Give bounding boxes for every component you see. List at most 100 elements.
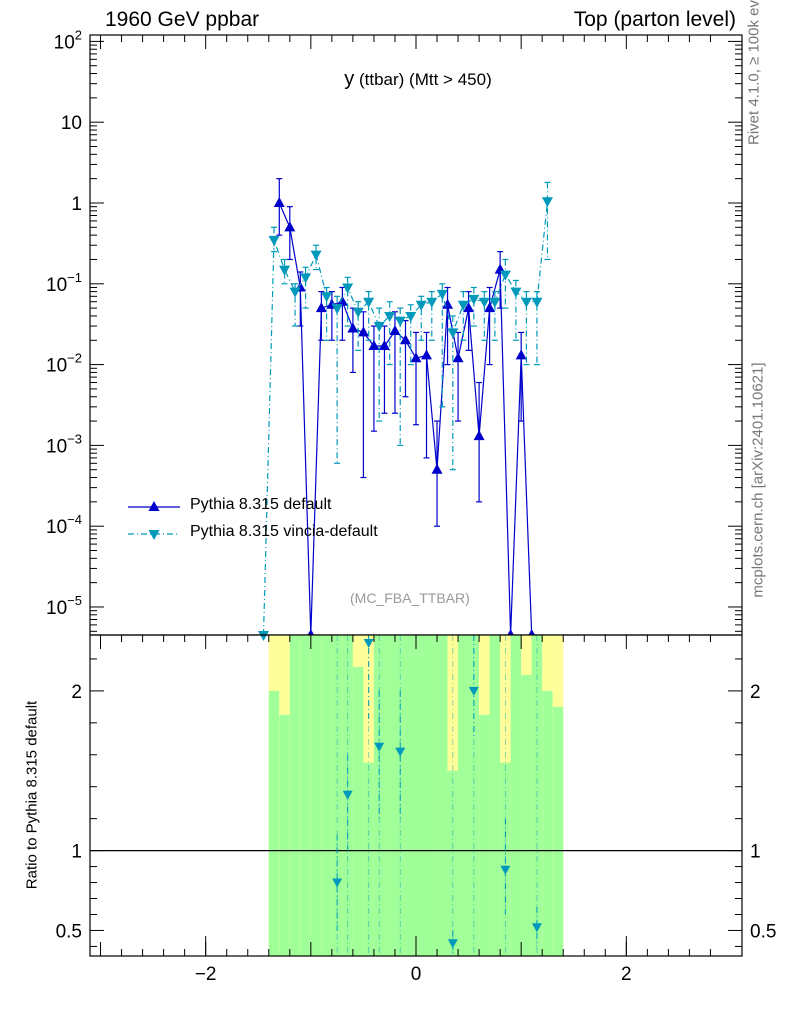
ratio-marker	[363, 638, 374, 648]
mcplots-label: mcplots.cern.ch [arXiv:2401.10621]	[749, 362, 767, 598]
rivet-label: Rivet 4.1.0, ≥ 100k events	[745, 0, 763, 145]
data-point	[510, 287, 522, 298]
data-point	[489, 297, 501, 308]
data-point	[442, 298, 454, 309]
y-tick-exponent: −2	[67, 351, 82, 366]
header-right: Top (parton level)	[573, 8, 736, 31]
y-tick-exponent: −4	[67, 512, 82, 527]
data-point	[426, 297, 438, 308]
main-panel: 10−5 10−4 10−3 10−2 10−1 1 10 102	[46, 27, 743, 641]
ratio-y-tick-label-right: 2	[750, 682, 761, 703]
plot-title-main: y	[344, 68, 355, 90]
plot-title-sub: (ttbar) (Mtt > 450)	[359, 70, 492, 89]
data-point	[363, 297, 375, 308]
data-point	[378, 339, 390, 350]
data-point	[399, 334, 411, 345]
y-tick-exponent: −1	[67, 270, 82, 285]
band-green	[300, 635, 311, 956]
data-point	[520, 297, 532, 308]
band-green	[521, 674, 532, 956]
band-green	[426, 635, 438, 956]
legend-marker-vincia	[148, 530, 160, 540]
legend-marker-default	[148, 501, 160, 511]
ratio-y-axis-label: Ratio to Pythia 8.315 default	[23, 700, 41, 890]
band-green	[321, 635, 332, 956]
data-point	[531, 297, 543, 308]
data-point	[478, 297, 490, 308]
band-green	[489, 635, 501, 956]
data-point	[389, 325, 401, 336]
y-tick-label: 10	[61, 113, 82, 134]
ratio-y-tick-label-right: 1	[750, 842, 761, 863]
data-point	[447, 328, 459, 339]
data-point	[336, 295, 348, 306]
data-point	[352, 307, 364, 318]
data-point	[541, 197, 553, 208]
y-tick-exponent: 2	[75, 27, 82, 42]
y-tick-exponent: −3	[67, 431, 82, 446]
band-green	[479, 714, 490, 956]
x-tick-label: 0	[411, 964, 422, 985]
band-green	[268, 690, 280, 956]
data-point	[415, 300, 427, 311]
header-left: 1960 GeV ppbar	[105, 8, 260, 31]
band-green	[552, 706, 564, 956]
data-point	[315, 302, 327, 313]
y-tick-label: 1	[71, 194, 82, 215]
data-point	[457, 300, 469, 311]
data-point	[468, 294, 480, 305]
data-point	[431, 463, 443, 474]
data-point	[357, 326, 369, 337]
band-green	[384, 635, 395, 956]
ratio-y-tick-label: 2	[71, 682, 82, 703]
data-point	[368, 339, 380, 350]
band-green	[510, 635, 522, 956]
data-point	[300, 273, 312, 284]
data-point	[384, 311, 396, 322]
data-point	[342, 283, 354, 294]
ratio-marker	[374, 742, 385, 752]
watermark: (MC_FBA_TTBAR)	[350, 590, 470, 606]
band-green	[289, 635, 301, 956]
band-green	[310, 635, 322, 956]
data-point	[484, 302, 496, 313]
series-line-1	[262, 201, 549, 636]
legend-label-default: Pythia 8.315 default	[190, 496, 332, 513]
data-point	[347, 322, 359, 333]
data-point	[284, 221, 296, 232]
y-tick-exponent: −5	[67, 593, 82, 608]
ratio-y-tick-label: 0.5	[56, 921, 82, 942]
data-point	[499, 270, 511, 281]
data-point	[436, 289, 448, 300]
ratio-panel: −2 0 2 0.5 0.5 1 1 2 2	[56, 634, 776, 985]
plot-title: y (ttbar) (Mtt > 450)	[0, 68, 786, 91]
data-point	[331, 304, 343, 315]
data-point	[515, 349, 527, 360]
band-green	[405, 635, 416, 956]
y-tick-label: 10−4	[46, 512, 82, 538]
y-tick-label: 10−5	[46, 593, 82, 619]
band-green	[416, 635, 427, 956]
data-point	[310, 250, 322, 261]
data-point	[373, 322, 385, 333]
band-green	[458, 635, 469, 956]
x-tick-label: 2	[621, 964, 632, 985]
band-green	[542, 690, 553, 956]
ratio-marker	[531, 923, 542, 933]
band-green	[447, 770, 459, 956]
data-point	[289, 287, 301, 298]
data-point	[452, 352, 464, 363]
data-point	[394, 316, 406, 327]
data-point	[405, 311, 417, 322]
y-tick-label: 102	[54, 27, 82, 53]
data-point	[463, 302, 475, 313]
ratio-y-tick-label-right: 0.5	[750, 921, 776, 942]
x-tick-label: −2	[195, 964, 217, 985]
data-point	[473, 430, 485, 441]
band-green	[437, 635, 448, 956]
data-point	[279, 265, 291, 276]
data-point	[421, 349, 433, 360]
legend-label-vincia: Pythia 8.315 vincia-default	[190, 523, 378, 540]
band-green	[352, 666, 364, 956]
